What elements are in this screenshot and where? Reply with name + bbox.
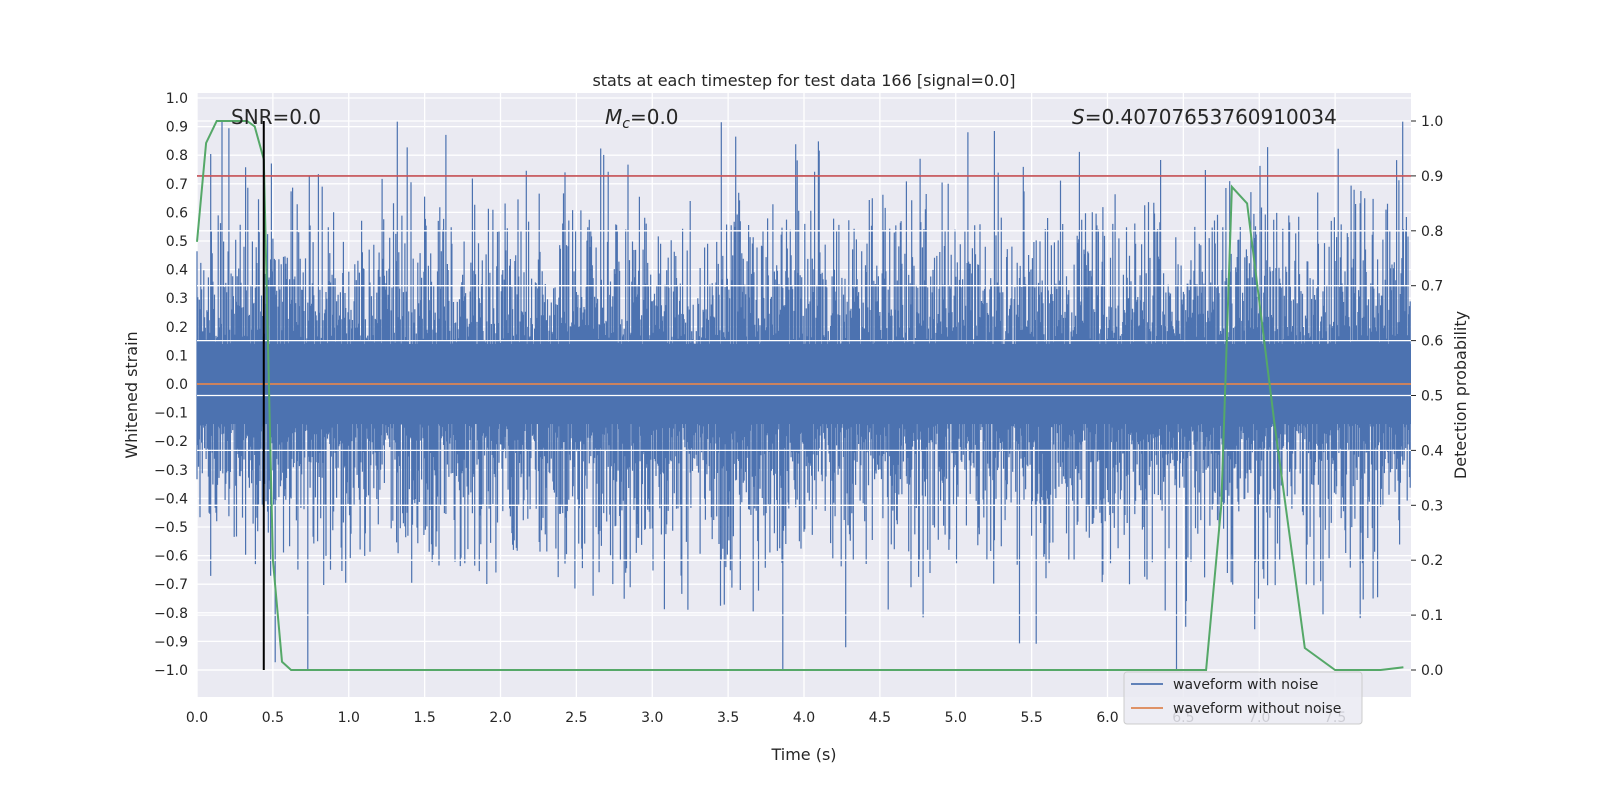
s-annotation: S=0.40707653760910034 <box>1072 105 1337 129</box>
chirp-mass-annotation: Mc=0.0 <box>605 105 679 132</box>
y-tick-label: −0.1 <box>154 406 188 422</box>
y-tick-label: −0.7 <box>154 577 188 593</box>
x-tick-label: 0.0 <box>186 710 208 726</box>
x-tick-label: 5.0 <box>945 710 967 726</box>
legend-box <box>1123 671 1363 725</box>
x-tick-label: 3.5 <box>717 710 739 726</box>
y-axis-label: Whitened strain <box>122 331 141 458</box>
y-tick-label: −0.6 <box>154 549 188 565</box>
x-tick-label: 1.0 <box>338 710 360 726</box>
y-right-axis-label: Detection probability <box>1451 311 1470 479</box>
y-right-tick-label: 0.6 <box>1421 334 1443 350</box>
x-tick-label: 6.0 <box>1096 710 1118 726</box>
y-right-tick-label: 0.4 <box>1421 443 1443 459</box>
mc-value: =0.0 <box>630 105 679 129</box>
y-tick-label: −0.9 <box>154 634 188 650</box>
x-axis-label: Time (s) <box>770 745 836 764</box>
y-tick-label: 0.3 <box>166 291 188 307</box>
y-tick-label: 0.0 <box>166 377 188 393</box>
snr-annotation: SNR=0.0 <box>231 105 321 129</box>
y-tick-label: 0.6 <box>166 205 188 221</box>
x-tick-label: 5.5 <box>1020 710 1042 726</box>
s-value: =0.40707653760910034 <box>1085 105 1337 129</box>
y-right-tick-label: 0.9 <box>1421 169 1443 185</box>
y-tick-label: 0.7 <box>166 177 188 193</box>
line-series-layer <box>196 120 1411 671</box>
y-tick-label: 0.4 <box>166 263 188 279</box>
x-tick-label: 2.0 <box>489 710 511 726</box>
y-tick-label: 0.2 <box>166 320 188 336</box>
y-tick-label: 0.9 <box>166 120 188 136</box>
chart-title: stats at each timestep for test data 166… <box>592 71 1015 90</box>
y-tick-label: 1.0 <box>166 91 188 107</box>
x-tick-label: 0.5 <box>262 710 284 726</box>
y-right-tick-label: 0.8 <box>1421 224 1443 240</box>
y-right-tick-label: 0.5 <box>1421 389 1443 405</box>
y-tick-label: −0.5 <box>154 520 188 536</box>
y-tick-label: 0.8 <box>166 148 188 164</box>
y-tick-label: −0.8 <box>154 606 188 622</box>
y-right-tick-label: 1.0 <box>1421 114 1443 130</box>
x-tick-label: 1.5 <box>413 710 435 726</box>
mc-symbol: M <box>605 105 622 129</box>
legend-label-noise: waveform with noise <box>1173 677 1318 693</box>
y-tick-label: −1.0 <box>154 663 188 679</box>
y-tick-label: 0.5 <box>166 234 188 250</box>
x-tick-label: 3.0 <box>641 710 663 726</box>
y-tick-label: −0.2 <box>154 434 188 450</box>
y-right-tick-label: 0.1 <box>1421 608 1443 624</box>
y-tick-label: −0.4 <box>154 491 188 507</box>
y-right-tick-label: 0.3 <box>1421 498 1443 514</box>
y-right-tick-label: 0.7 <box>1421 279 1443 295</box>
y-tick-label: −0.3 <box>154 463 188 479</box>
legend: waveform with noise waveform without noi… <box>1123 671 1363 725</box>
s-symbol: S <box>1072 105 1085 129</box>
x-tick-label: 4.0 <box>793 710 815 726</box>
x-tick-label: 4.5 <box>869 710 891 726</box>
detection-probability-line <box>196 120 1404 671</box>
legend-label-clean: waveform without noise <box>1173 701 1341 717</box>
mc-subscript: c <box>622 116 630 132</box>
y-right-tick-label: 0.2 <box>1421 553 1443 569</box>
y-tick-label: 0.1 <box>166 348 188 364</box>
x-tick-label: 2.5 <box>565 710 587 726</box>
y-right-tick-label: 0.0 <box>1421 663 1443 679</box>
